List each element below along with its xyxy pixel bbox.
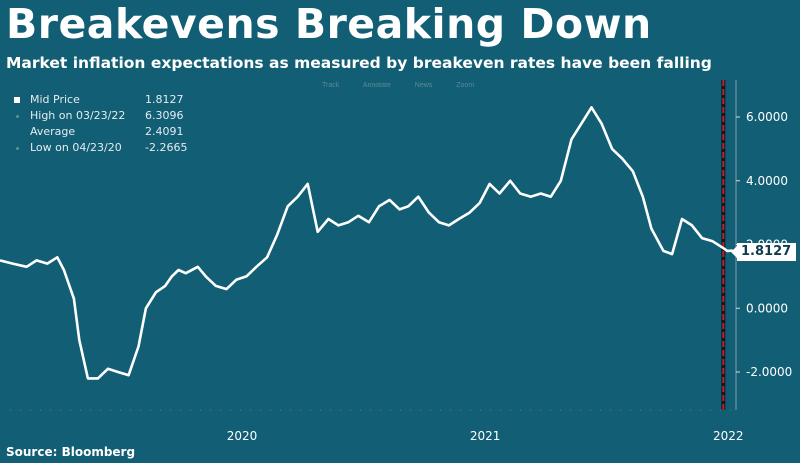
legend-value: 6.3096 [145, 109, 184, 122]
y-tick-label: 4.0000 [746, 174, 788, 188]
legend-value: 2.4091 [145, 125, 184, 138]
x-tick-label: 2022 [713, 429, 744, 443]
legend-value: 1.8127 [145, 93, 184, 106]
legend-value: -2.2665 [145, 141, 188, 154]
dot-marker-icon [16, 115, 19, 118]
series-line-mid-price [0, 106, 733, 380]
tab-track[interactable]: Track [322, 82, 340, 89]
y-tick-label: -2.0000 [746, 365, 792, 379]
x-tick-label: 2021 [470, 429, 501, 443]
chart-toolbar: Track Annotate News Zoom [322, 82, 496, 89]
y-tick-label: 0.0000 [746, 301, 788, 315]
chart-title: Breakevens Breaking Down [6, 0, 652, 48]
square-marker-icon [14, 97, 20, 103]
y-tick-label: 6.0000 [746, 110, 788, 124]
legend-label: Low on 04/23/20 [30, 141, 122, 154]
x-tick-label: 2020 [227, 429, 258, 443]
dot-marker-icon [16, 147, 19, 150]
last-value-tag: 1.8127 [730, 243, 797, 261]
legend-label: High on 03/23/22 [30, 109, 126, 122]
tab-news[interactable]: News [414, 82, 433, 89]
tab-annotate[interactable]: Annotate [362, 82, 391, 89]
legend-label: Mid Price [30, 93, 80, 106]
chart-subtitle: Market inflation expectations as measure… [6, 54, 712, 72]
tab-zoom[interactable]: Zoom [456, 82, 475, 89]
legend-label: Average [30, 125, 76, 138]
source-note: Source: Bloomberg [6, 445, 136, 459]
